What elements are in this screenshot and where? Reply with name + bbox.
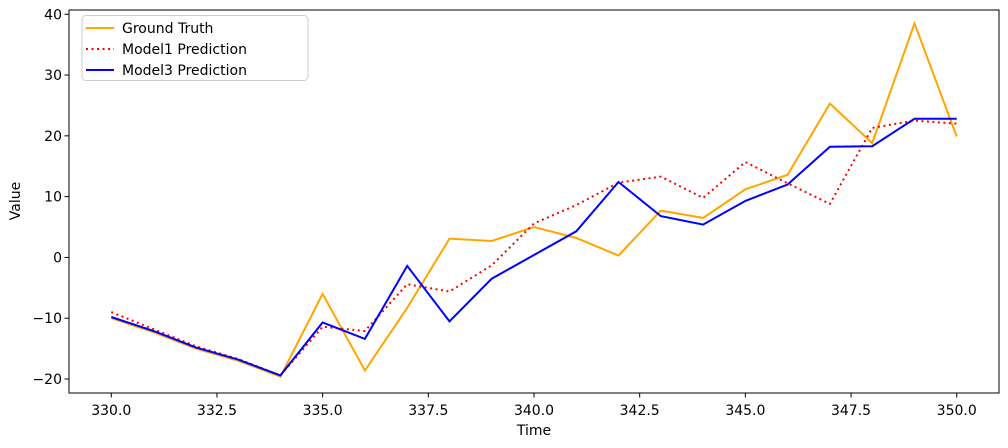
y-tick-label-0: −20 — [32, 372, 62, 388]
x-tick-label-0: 330.0 — [91, 403, 131, 419]
x-axis-ticks: 330.0 332.5 335.0 337.5 340.0 342.5 345.0 347.5… — [91, 393, 977, 419]
y-tick-label-2: 0 — [53, 250, 62, 266]
legend-box — [81, 15, 309, 81]
x-tick-label-2: 335.0 — [303, 403, 343, 419]
legend: Ground Truth Model1 Prediction Model3 Pred… — [81, 15, 309, 81]
y-axis-label: Value — [8, 182, 24, 220]
series-line-model3-prediction — [110, 117, 957, 377]
legend-label-model3-prediction: Model3 Prediction — [122, 63, 247, 79]
x-tick-label-7: 347.5 — [831, 403, 871, 419]
x-axis-label: Time — [516, 423, 551, 439]
y-tick-label-4: 20 — [44, 129, 62, 145]
y-tick-label-6: 40 — [44, 7, 62, 23]
x-tick-label-4: 340.0 — [514, 403, 554, 419]
x-tick-label-6: 345.0 — [725, 403, 765, 419]
legend-entry-model3-prediction: Model3 Prediction — [86, 63, 247, 79]
x-tick-label-1: 332.5 — [197, 403, 237, 419]
legend-entry-ground-truth: Ground Truth — [86, 21, 213, 37]
x-tick-label-5: 342.5 — [620, 403, 660, 419]
y-tick-label-3: 10 — [44, 190, 62, 206]
legend-label-ground-truth: Ground Truth — [122, 21, 213, 37]
x-tick-label-3: 337.5 — [408, 403, 448, 419]
data-series-lines — [110, 20, 958, 378]
y-tick-label-5: 30 — [44, 68, 62, 84]
y-axis-ticks: −20 −10 0 10 20 30 40 — [32, 7, 69, 388]
y-tick-label-1: −10 — [32, 311, 62, 327]
series-line-ground-truth — [110, 20, 958, 378]
legend-entry-model1-prediction: Model1 Prediction — [86, 42, 247, 58]
series-line-model1-prediction — [110, 119, 957, 377]
x-tick-label-8: 350.0 — [937, 403, 977, 419]
legend-label-model1-prediction: Model1 Prediction — [122, 42, 247, 58]
